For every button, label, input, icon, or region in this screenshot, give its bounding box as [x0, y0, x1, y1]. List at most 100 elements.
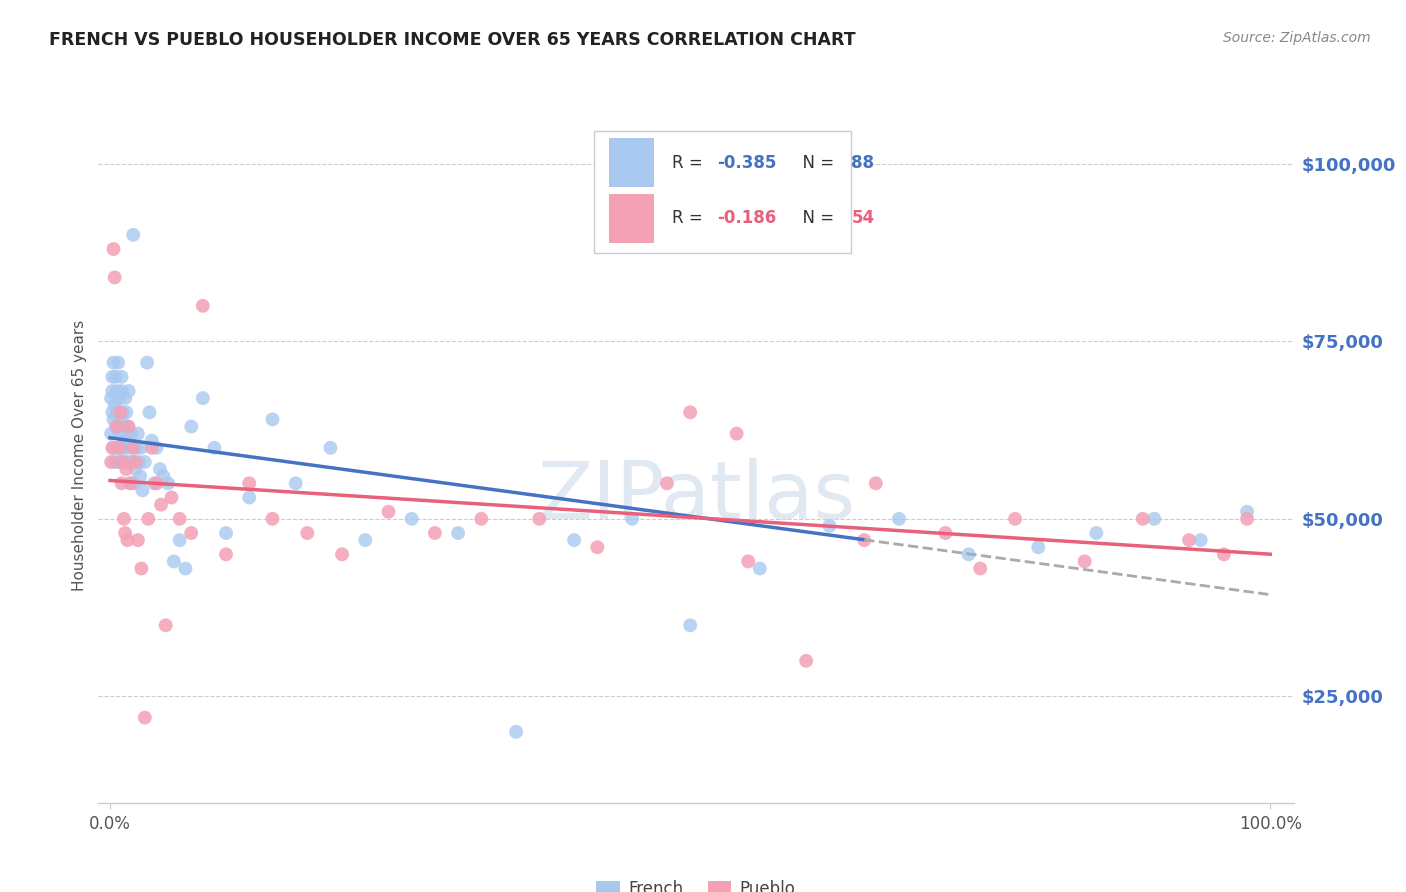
Point	[1236, 505, 1258, 519]
Point	[114, 526, 136, 541]
Point	[1236, 512, 1258, 526]
Point	[131, 441, 153, 455]
Point	[401, 512, 423, 526]
Point	[330, 547, 353, 561]
Point	[157, 476, 180, 491]
Point	[105, 419, 128, 434]
Point	[136, 356, 159, 370]
Point	[887, 512, 910, 526]
Point	[262, 412, 284, 426]
Point	[100, 455, 122, 469]
Point	[621, 512, 644, 526]
Point	[111, 476, 134, 491]
Point	[1212, 547, 1234, 561]
Point	[377, 505, 399, 519]
Point	[100, 426, 122, 441]
Point	[169, 533, 191, 548]
Point	[131, 561, 153, 575]
Point	[1085, 526, 1108, 541]
Point	[1189, 533, 1212, 548]
Point	[110, 412, 132, 426]
Text: Source: ZipAtlas.com: Source: ZipAtlas.com	[1223, 31, 1371, 45]
Text: ZIPatlas: ZIPatlas	[537, 458, 855, 536]
Point	[262, 512, 284, 526]
Point	[122, 455, 145, 469]
Legend: French, Pueblo: French, Pueblo	[589, 874, 803, 892]
Point	[128, 455, 150, 469]
Point	[112, 419, 135, 434]
Point	[107, 356, 129, 370]
Point	[1073, 554, 1095, 568]
Point	[111, 405, 134, 419]
Point	[297, 526, 319, 541]
Point	[129, 469, 152, 483]
Point	[111, 369, 134, 384]
Point	[136, 512, 159, 526]
Point	[104, 419, 127, 434]
Point	[107, 405, 129, 419]
Point	[284, 476, 307, 491]
Point	[180, 526, 202, 541]
Point	[101, 369, 124, 384]
Point	[748, 561, 770, 575]
Point	[121, 441, 143, 455]
Point	[957, 547, 980, 561]
Text: R =: R =	[672, 153, 709, 171]
Point	[679, 618, 702, 632]
Point	[115, 405, 138, 419]
Point	[141, 441, 163, 455]
Point	[105, 384, 128, 398]
Point	[145, 441, 167, 455]
Point	[111, 384, 134, 398]
Point	[101, 384, 124, 398]
Point	[124, 455, 146, 469]
Point	[152, 469, 174, 483]
Point	[103, 412, 125, 426]
Point	[100, 391, 122, 405]
Point	[737, 554, 759, 568]
Point	[120, 455, 142, 469]
Point	[818, 519, 841, 533]
Point	[122, 227, 145, 242]
Point	[655, 476, 678, 491]
Point	[105, 405, 128, 419]
Point	[586, 540, 609, 554]
Point	[125, 441, 148, 455]
Point	[238, 476, 260, 491]
Point	[143, 476, 166, 491]
Point	[110, 405, 132, 419]
Point	[107, 455, 129, 469]
Point	[215, 526, 238, 541]
Point	[934, 526, 956, 541]
Text: 54: 54	[852, 210, 875, 227]
Point	[191, 299, 214, 313]
Point	[505, 724, 527, 739]
Point	[238, 491, 260, 505]
Text: N =: N =	[792, 153, 839, 171]
Point	[1026, 540, 1049, 554]
Point	[1178, 533, 1201, 548]
Point	[725, 426, 748, 441]
Point	[1132, 512, 1154, 526]
Point	[108, 441, 131, 455]
FancyBboxPatch shape	[595, 131, 852, 253]
Point	[108, 441, 131, 455]
Point	[114, 391, 136, 405]
Point	[1143, 512, 1166, 526]
Point	[103, 441, 125, 455]
Point	[103, 356, 125, 370]
Point	[108, 426, 131, 441]
Point	[134, 710, 156, 724]
Point	[141, 434, 163, 448]
Text: N =: N =	[792, 210, 839, 227]
Point	[120, 476, 142, 491]
Point	[104, 455, 127, 469]
Point	[115, 462, 138, 476]
Point	[1004, 512, 1026, 526]
Point	[103, 242, 125, 256]
Point	[131, 483, 153, 498]
Point	[679, 405, 702, 419]
Point	[470, 512, 492, 526]
Point	[853, 533, 876, 548]
Point	[174, 561, 197, 575]
